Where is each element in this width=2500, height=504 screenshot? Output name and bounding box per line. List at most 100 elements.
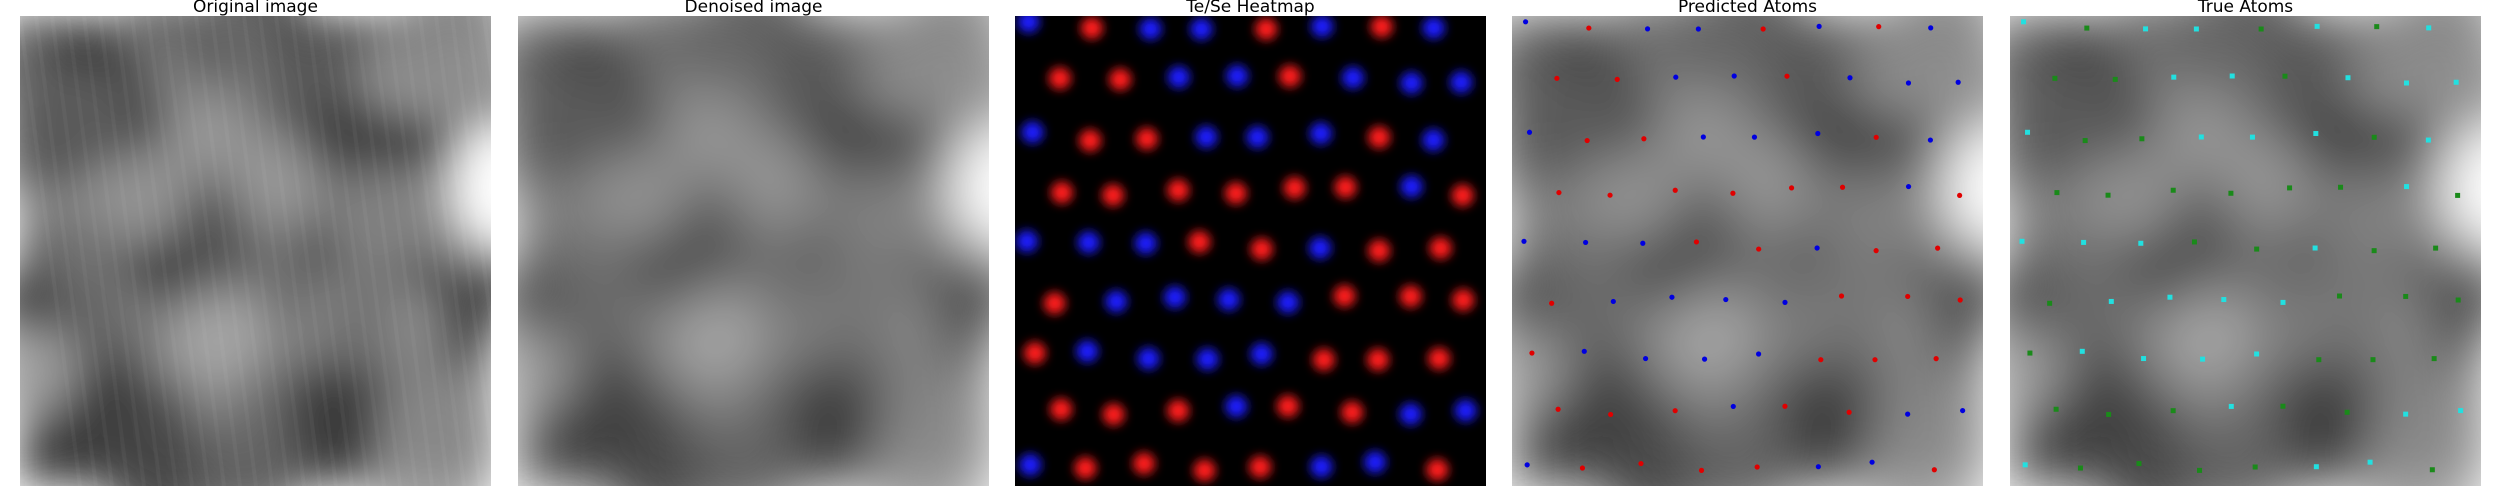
heat-spot: [1102, 184, 1125, 207]
atom-dot: [1642, 355, 1649, 362]
atom-dot: [1698, 467, 1705, 473]
scan-streak: [82, 16, 146, 486]
heat-spot: [1429, 237, 1452, 260]
atom-marker: [2403, 411, 2409, 417]
atom-dot: [1957, 297, 1963, 303]
atom-dot: [1931, 467, 1937, 473]
atom-marker: [2316, 357, 2322, 363]
scan-streak: [290, 16, 354, 486]
heat-spot: [1021, 121, 1044, 144]
atom-marker: [2025, 129, 2031, 135]
panel: True Atoms: [2010, 0, 2481, 486]
atom-marker: [2170, 187, 2176, 193]
atom-marker: [2370, 357, 2376, 363]
scan-streak: [274, 16, 338, 486]
atom-marker: [2082, 138, 2088, 144]
atom-marker: [2252, 464, 2258, 470]
scan-streak: [418, 16, 482, 486]
scan-streak: [114, 16, 178, 486]
scan-streak: [306, 16, 370, 486]
atom-marker: [2197, 467, 2203, 473]
panel-image: [1512, 16, 1983, 486]
atom-marker: [2433, 245, 2439, 251]
heat-spot: [1276, 395, 1299, 418]
heat-spot: [1399, 403, 1422, 426]
heat-spot: [1217, 288, 1240, 311]
atom-dot: [1555, 406, 1561, 412]
panel-title: Predicted Atoms: [1678, 0, 1817, 17]
heat-spot: [1250, 238, 1273, 261]
scan-streak: [194, 16, 258, 486]
atom-dot: [1873, 134, 1879, 140]
heat-spot: [1226, 65, 1249, 88]
atom-marker: [2287, 185, 2293, 191]
atom-dot: [1723, 296, 1729, 303]
atom-dot: [1782, 403, 1788, 409]
atom-marker: [2404, 184, 2410, 190]
atom-dot: [1839, 184, 1846, 190]
atom-marker: [2138, 240, 2144, 246]
atom-marker: [2084, 25, 2090, 31]
panel-title: True Atoms: [2197, 0, 2293, 17]
heat-spot: [1368, 126, 1391, 149]
scan-streak: [34, 16, 98, 486]
heat-spot: [1366, 348, 1389, 371]
atom-dot: [1582, 239, 1589, 246]
atom-marker: [2280, 299, 2286, 305]
scan-streak: [162, 16, 226, 486]
heat-spot: [1278, 65, 1301, 88]
heat-spot: [1277, 291, 1300, 314]
atom-dot: [1756, 246, 1762, 252]
heat-spot: [1399, 285, 1422, 308]
atom-dot: [1905, 293, 1911, 300]
atom-marker: [2167, 294, 2173, 300]
atom-marker: [2170, 408, 2176, 414]
scan-streak: [434, 16, 491, 463]
atom-dot: [1869, 459, 1875, 465]
heat-spot: [1167, 179, 1190, 202]
scan-streak: [66, 16, 130, 486]
heat-spot: [1109, 68, 1132, 91]
atom-dot: [1846, 409, 1852, 415]
atom-marker: [2345, 75, 2351, 81]
atom-marker: [2344, 409, 2350, 415]
atom-dot: [1610, 298, 1616, 305]
atom-marker: [2425, 137, 2431, 143]
scan-streak: [50, 16, 114, 486]
panel-title: Te/Se Heatmap: [1185, 0, 1314, 17]
heat-spot: [1310, 455, 1333, 478]
heat-spot: [1370, 16, 1393, 38]
panel: Denoised image: [518, 0, 989, 486]
heat-spot: [1334, 176, 1357, 199]
atom-dot: [1847, 75, 1853, 81]
atom-marker: [2367, 459, 2373, 465]
heat-spot: [1311, 16, 1334, 38]
atom-dot: [1521, 238, 1527, 244]
atom-dot: [1784, 73, 1790, 79]
scan-streak: [226, 16, 290, 486]
atom-marker: [2314, 23, 2320, 29]
heat-spot: [1190, 17, 1213, 40]
atom-dot: [1529, 350, 1535, 356]
heat-spot: [1450, 71, 1473, 94]
atom-marker: [2200, 356, 2206, 362]
atom-dot: [1607, 192, 1613, 198]
atom-dot: [1669, 294, 1675, 300]
atom-marker: [2403, 293, 2409, 299]
heat-spot: [1105, 290, 1128, 313]
atom-dot: [1549, 300, 1555, 306]
atom-dot: [1554, 75, 1560, 81]
heat-spot: [1255, 18, 1278, 41]
scan-streak: [354, 16, 418, 486]
scan-streak: [178, 16, 242, 486]
heat-spot: [1167, 399, 1190, 422]
atom-dot: [1672, 187, 1678, 193]
heat-spot: [1451, 184, 1474, 207]
atom-marker: [2455, 192, 2461, 198]
atom-dot: [1640, 240, 1646, 246]
atom-marker: [2021, 19, 2027, 25]
heat-spot: [1050, 181, 1073, 204]
scan-streak: [258, 16, 322, 486]
panel-image: [1015, 16, 1486, 486]
